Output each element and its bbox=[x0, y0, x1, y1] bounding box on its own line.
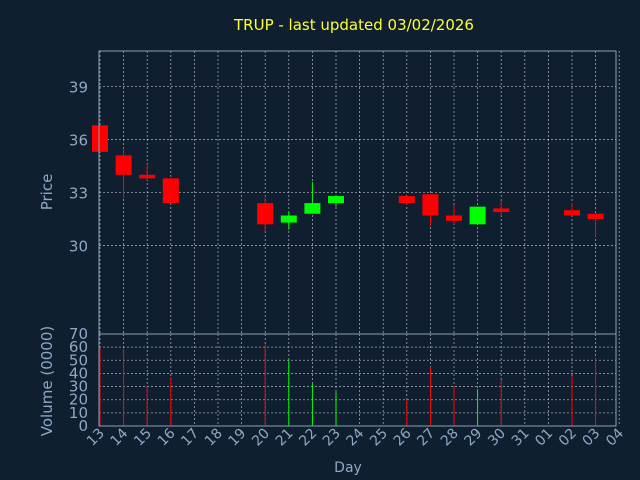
x-tick-label: 30 bbox=[485, 426, 509, 450]
volume-tick-label: 10 bbox=[69, 404, 88, 422]
x-tick-labels: 13 14 15 16 17 18 19 20 21 22 23 24 25 26 27 28 29 30 31 01… bbox=[84, 425, 627, 449]
x-tick-label: 25 bbox=[367, 426, 391, 450]
price-tick-labels: 30 33 36 39 bbox=[69, 78, 88, 255]
candle-body bbox=[587, 213, 604, 220]
volume-tick-label: 0 bbox=[78, 417, 88, 435]
candle-body bbox=[398, 196, 415, 204]
x-tick-label: 31 bbox=[509, 426, 533, 450]
candle-body bbox=[304, 203, 321, 214]
volume-panel-frame bbox=[98, 333, 617, 427]
x-tick-label: 14 bbox=[108, 425, 132, 449]
candle-body bbox=[446, 215, 462, 221]
candle-body bbox=[115, 155, 132, 175]
volume-tick-label: 30 bbox=[69, 378, 88, 396]
candle-body bbox=[257, 203, 274, 225]
x-tick-label: 03 bbox=[580, 426, 604, 450]
candle-body bbox=[162, 178, 179, 204]
candles bbox=[92, 125, 604, 237]
volume-tick-label: 50 bbox=[69, 351, 88, 369]
x-tick-label: 04 bbox=[603, 425, 627, 449]
x-tick-label: 27 bbox=[414, 426, 438, 450]
x-tick-label: 28 bbox=[438, 426, 462, 450]
x-tick-label: 17 bbox=[178, 426, 202, 450]
chart-title: TRUP - last updated 03/02/2026 bbox=[233, 16, 474, 34]
x-tick-label: 24 bbox=[344, 425, 368, 449]
candle-body bbox=[280, 215, 297, 223]
price-tick-label: 30 bbox=[69, 238, 88, 256]
x-tick-label: 29 bbox=[462, 426, 486, 450]
volume-tick-label: 70 bbox=[69, 325, 88, 343]
x-axis-label: Day bbox=[334, 460, 362, 476]
candle-body bbox=[328, 196, 344, 204]
price-tick-label: 33 bbox=[69, 185, 88, 203]
x-tick-label: 16 bbox=[155, 425, 179, 449]
x-tick-label: 23 bbox=[320, 426, 344, 450]
price-tick-label: 39 bbox=[69, 78, 88, 96]
x-tick-label: 22 bbox=[296, 426, 320, 450]
x-tick-label: 02 bbox=[556, 426, 580, 450]
x-tick-label: 21 bbox=[273, 426, 297, 450]
volume-tick-label: 60 bbox=[69, 338, 88, 356]
price-axis-label: Price bbox=[38, 174, 56, 211]
x-tick-label: 15 bbox=[131, 426, 155, 450]
volume-grid bbox=[99, 334, 620, 426]
candle-body bbox=[422, 194, 439, 216]
volume-bars bbox=[99, 344, 597, 426]
volume-tick-label: 20 bbox=[69, 391, 88, 409]
price-tick-label: 36 bbox=[69, 131, 88, 149]
candle-body bbox=[469, 206, 486, 225]
candle-body bbox=[92, 125, 108, 152]
volume-axis-label: Volume (0000) bbox=[38, 326, 56, 436]
x-tick-label: 18 bbox=[202, 426, 226, 450]
x-tick-label: 19 bbox=[226, 426, 250, 450]
x-tick-label: 20 bbox=[249, 426, 273, 450]
x-tick-label: 01 bbox=[532, 426, 556, 450]
candle-body bbox=[493, 208, 510, 212]
candle-body bbox=[139, 174, 156, 179]
volume-tick-label: 40 bbox=[69, 364, 88, 382]
candle-body bbox=[564, 210, 580, 216]
x-tick-label: 26 bbox=[391, 425, 415, 449]
